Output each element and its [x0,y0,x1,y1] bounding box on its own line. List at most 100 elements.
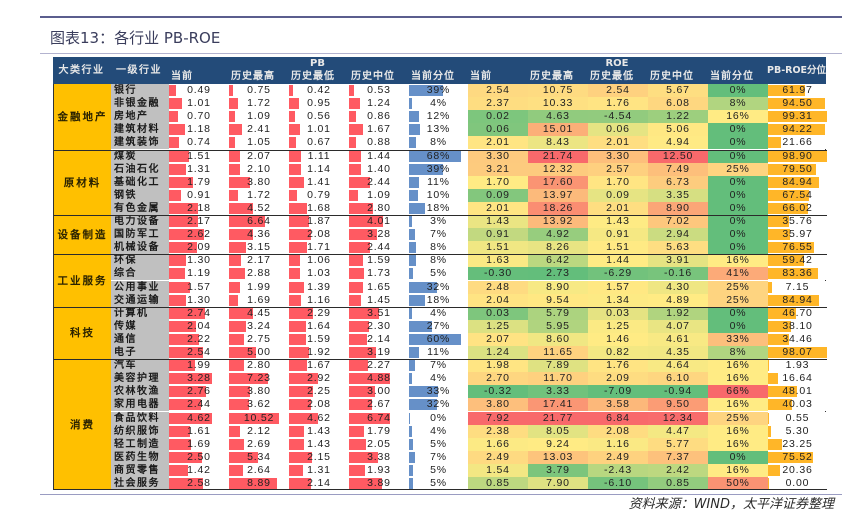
pb-hist-median-cell: 3.00 [349,385,409,399]
pb-hist-high-value: 10.52 [243,411,275,424]
roe-hist-low-cell: 3.58 [588,398,648,412]
roe-current-cell: 2.54 [468,84,528,98]
pb-hist-median-bar [349,373,390,385]
roe-hist-low-value: 6.84 [606,411,630,424]
pb-percentile-cell: 12% [409,110,468,124]
pb-hist-low-value: 1.67 [307,359,331,372]
table-row: 有色金属 2.18 4.52 1.68 2.80 18% 2.01 18.26 2.01 8.90… [54,201,827,215]
pb-percentile-value: 5% [430,463,447,476]
header-roe-group: ROE [605,58,629,69]
pb-hist-median-cell: 3.38 [349,450,409,464]
pb-hist-median-cell: 2.67 [349,398,409,412]
industry-name: 国防军工 [111,228,169,242]
pb-hist-low-bar [289,242,307,254]
roe-hist-median-cell: 1.22 [648,110,708,124]
pb-current-value: 1.57 [187,280,211,293]
pb-percentile-cell: 18% [409,201,468,215]
roe-hist-high-value: 5.79 [546,306,570,319]
sector-group-label: 工业服务 [54,254,111,307]
industry-name: 传媒 [111,319,169,333]
sector-group-label: 设备制造 [54,215,111,255]
pb-current-bar [169,189,182,201]
pb-current-cell: 2.22 [169,332,229,346]
roe-hist-high-value: 5.95 [546,319,570,332]
pb-hist-low-bar [289,189,298,201]
pb-current-bar [169,333,199,345]
pb-hist-median-cell: 1.59 [349,254,409,268]
roe-percentile-value: 25% [726,280,750,293]
pb-percentile-cell: 7% [409,228,468,242]
pb-roe-percentile-bar [768,294,819,306]
table-row: 综合 1.19 2.88 1.03 1.73 5% -0.30 2.73 -6.29 -0.16 4… [54,267,827,281]
pb-roe-percentile-bar [768,98,825,110]
pb-hist-high-bar [229,360,245,372]
pb-hist-median-value: 2.14 [367,332,391,345]
pb-hist-high-bar [229,451,258,463]
pb-hist-median-bar [349,412,390,424]
roe-percentile-cell: 16% [708,372,768,386]
pb-hist-median-cell: 3.51 [349,306,409,320]
roe-hist-low-value: 1.51 [606,241,630,254]
roe-current-value: 2.49 [486,450,510,463]
roe-hist-high-value: 13.03 [542,450,574,463]
pb-hist-low-bar [289,347,310,359]
pb-hist-median-bar [349,124,364,136]
roe-current-cell: 2.04 [468,293,528,307]
pb-percentile-cell: 27% [409,319,468,333]
pb-roe-percentile-value: 61.97 [782,84,813,96]
pb-current-bar [169,412,212,424]
pb-percentile-value: 32% [426,280,451,293]
pb-current-value: 1.99 [187,359,211,372]
roe-hist-high-value: 7.89 [546,359,570,372]
pb-percentile-bar [409,360,416,372]
roe-hist-high-value: 21.74 [542,149,574,162]
pb-percentile-bar [409,333,461,345]
pb-hist-median-cell: 3.28 [349,228,409,242]
pb-hist-median-value: 1.40 [367,162,391,175]
pb-hist-low-value: 1.31 [307,463,331,476]
pb-percentile-cell: 11% [409,346,468,360]
roe-percentile-value: 0% [729,123,747,136]
pb-percentile-value: 27% [426,319,451,332]
pb-hist-median-value: 3.38 [367,450,391,463]
roe-hist-high-value: 11.70 [543,372,573,385]
sector-name: 科技 [70,327,95,340]
pb-hist-high-value: 2.17 [247,254,271,267]
industry-name: 煤炭 [111,149,169,163]
pb-hist-high-cell: 3.62 [229,398,289,412]
pb-roe-percentile-cell: 94.50 [768,97,827,111]
industry-name: 纺织服饰 [111,424,169,438]
pb-hist-high-cell: 5.00 [229,346,289,360]
pb-current-cell: 2.74 [169,306,229,320]
pb-current-value: 2.54 [187,346,211,358]
pb-roe-percentile-cell: 16.64 [768,372,827,386]
pb-hist-low-cell: 1.43 [289,437,349,451]
group-separator [54,359,827,361]
table-row: 建筑材料 1.18 2.41 1.01 1.67 13% 0.06 15.01 0.06 5.06… [54,123,827,137]
roe-hist-low-value: 0.09 [606,188,630,201]
roe-hist-median-value: 12.34 [662,411,694,424]
pb-roe-percentile-bar [768,333,789,345]
roe-hist-median-cell: 4.64 [648,359,708,373]
roe-hist-low-value: 1.43 [606,215,630,227]
pb-hist-high-value: 6.64 [247,215,271,227]
pb-percentile-bar [409,386,438,398]
pb-hist-high-cell: 1.72 [229,188,289,202]
roe-current-value: 7.92 [486,411,510,424]
roe-hist-low-cell: -6.29 [588,267,648,281]
pb-roe-percentile-bar [768,320,791,332]
pb-hist-high-cell: 3.15 [229,241,289,255]
industry-name: 建筑材料 [111,123,169,137]
roe-percentile-cell: 33% [708,332,768,346]
pb-hist-high-cell: 0.75 [229,84,289,98]
pb-percentile-value: 33% [426,385,451,398]
roe-hist-high-cell: 11.70 [528,372,588,386]
pb-current-cell: 2.58 [169,477,229,491]
pb-roe-percentile-value: 98.07 [782,346,813,358]
pb-roe-percentile-bar [768,478,769,490]
pb-roe-percentile-cell: 66.02 [768,201,827,215]
pb-hist-median-value: 2.80 [367,201,391,214]
pb-hist-low-bar [289,98,299,110]
roe-hist-high-cell: 17.41 [528,398,588,412]
pb-hist-median-bar [349,202,373,214]
